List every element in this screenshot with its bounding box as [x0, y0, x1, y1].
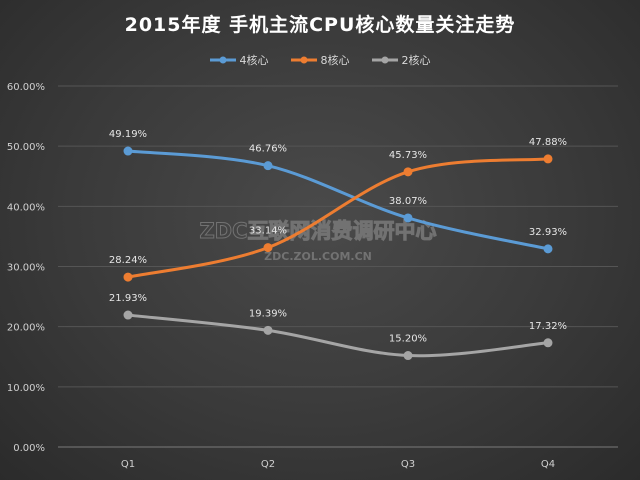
data-label-2-core: 17.32%	[529, 321, 567, 332]
watermark-url: ZDC.ZOL.COM.CN	[264, 250, 372, 263]
y-tick-label: 40.00%	[7, 202, 45, 213]
data-point-8-core[interactable]	[123, 272, 133, 282]
series-line-4-core	[126, 149, 550, 251]
legend-marker-2-core	[381, 56, 388, 64]
chart-title: 2015年度 手机主流CPU核心数量关注走势	[124, 14, 516, 36]
series-line-8-core	[126, 157, 550, 279]
legend-label-8-core: 8核心	[320, 54, 350, 67]
data-point-2-core[interactable]	[263, 325, 273, 335]
data-label-4-core: 32.93%	[529, 227, 567, 238]
data-point-4-core[interactable]	[263, 161, 273, 171]
data-point-8-core[interactable]	[543, 154, 553, 164]
data-label-8-core: 28.24%	[109, 255, 147, 266]
legend-label-2-core: 2核心	[401, 54, 431, 67]
data-label-2-core: 15.20%	[389, 334, 427, 345]
legend-label-4-core: 4核心	[239, 54, 269, 67]
y-tick-label: 10.00%	[7, 383, 45, 394]
series-line-2-core	[126, 313, 550, 358]
data-point-4-core[interactable]	[123, 146, 133, 156]
data-label-4-core: 46.76%	[249, 144, 287, 155]
data-label-4-core: 49.19%	[109, 129, 147, 140]
data-point-4-core[interactable]	[403, 213, 413, 223]
y-tick-label: 20.00%	[7, 323, 45, 334]
data-point-8-core[interactable]	[263, 243, 273, 253]
legend-swatch-4-core	[209, 56, 236, 64]
x-tick-label: Q4	[541, 459, 555, 470]
data-label-8-core: 45.73%	[389, 150, 427, 161]
y-tick-label: 60.00%	[7, 82, 45, 93]
data-label-2-core: 21.93%	[109, 293, 147, 304]
legend-item-8-core[interactable]: 8核心	[290, 52, 350, 68]
x-tick-label: Q1	[121, 459, 135, 470]
legend-swatch-2-core	[371, 56, 398, 64]
legend-swatch-8-core	[290, 56, 317, 64]
x-tick-label: Q3	[401, 459, 415, 470]
legend-marker-8-core	[300, 56, 307, 64]
legend: 4核心 8核心 2核心	[0, 52, 640, 68]
y-tick-label: 0.00%	[13, 443, 45, 454]
data-label-8-core: 33.14%	[249, 226, 287, 237]
legend-item-4-core[interactable]: 4核心	[209, 52, 269, 68]
data-point-2-core[interactable]	[543, 338, 553, 348]
y-tick-label: 30.00%	[7, 263, 45, 274]
y-tick-label: 50.00%	[7, 142, 45, 153]
data-label-8-core: 47.88%	[529, 137, 567, 148]
data-label-4-core: 38.07%	[389, 196, 427, 207]
data-point-2-core[interactable]	[123, 310, 133, 320]
legend-item-2-core[interactable]: 2核心	[371, 52, 431, 68]
data-point-8-core[interactable]	[403, 167, 413, 177]
data-label-2-core: 19.39%	[249, 308, 287, 319]
data-point-4-core[interactable]	[543, 244, 553, 254]
legend-marker-4-core	[219, 56, 226, 64]
x-tick-label: Q2	[261, 459, 275, 470]
data-point-2-core[interactable]	[403, 351, 413, 361]
